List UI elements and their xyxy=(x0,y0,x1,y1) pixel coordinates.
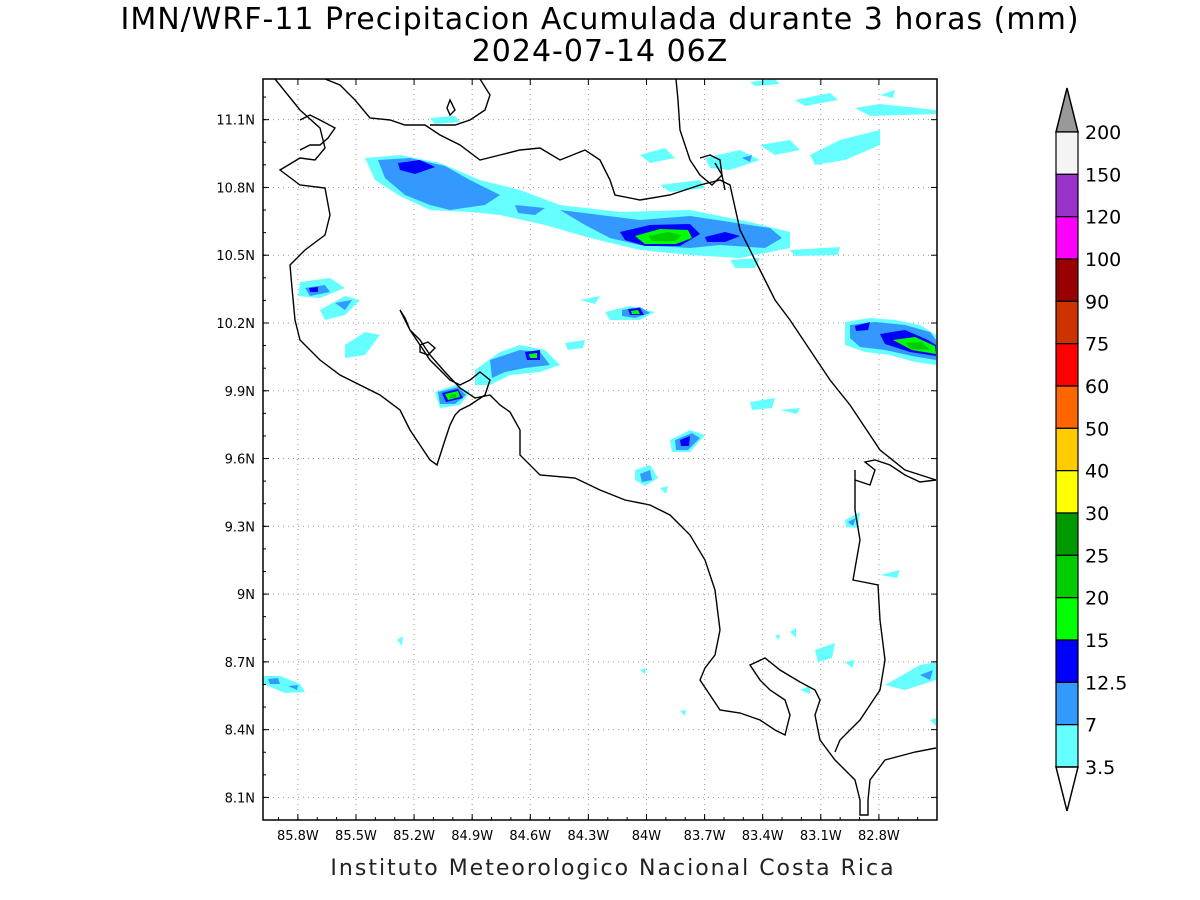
colorbar-swatch xyxy=(1055,512,1079,556)
x-tick-label: 82.8W xyxy=(858,829,900,844)
colorbar-swatch xyxy=(1055,385,1079,429)
x-tick-label: 83.4W xyxy=(742,829,784,844)
y-tick-label: 10.5N xyxy=(216,249,255,264)
colorbar-swatch xyxy=(1055,173,1079,218)
y-tick-label: 9.6N xyxy=(225,453,255,468)
x-tick-label: 84.9W xyxy=(451,829,493,844)
x-tick-label: 85.2W xyxy=(393,829,435,844)
colorbar-label: 60 xyxy=(1085,376,1109,398)
x-tick-label: 84.6W xyxy=(509,829,551,844)
map-title: IMN/WRF-11 Precipitacion Acumulada duran… xyxy=(120,2,1080,37)
colorbar-swatch xyxy=(1055,554,1079,599)
plot-frame xyxy=(262,78,938,821)
colorbar-swatch xyxy=(1055,470,1079,514)
colorbar-label: 25 xyxy=(1085,545,1109,567)
x-tick-label: 85.5W xyxy=(335,829,377,844)
colorbar-swatch xyxy=(1055,639,1079,683)
gridlines xyxy=(263,79,937,820)
colorbar-label: 12.5 xyxy=(1085,672,1127,694)
colorbar-swatch xyxy=(1055,427,1079,472)
colorbar-label: 200 xyxy=(1085,122,1121,144)
colorbar-swatch xyxy=(1055,681,1079,726)
colorbar-label: 7 xyxy=(1085,715,1097,737)
y-tick-label: 8.1N xyxy=(225,791,255,806)
y-tick-label: 8.4N xyxy=(225,724,255,739)
y-tick-label: 11.1N xyxy=(216,114,255,129)
footer-credit: Instituto Meteorologico Nacional Costa R… xyxy=(330,856,896,881)
colorbar-label: 20 xyxy=(1085,588,1109,610)
x-tick-label: 84W xyxy=(632,829,662,844)
colorbar-swatch xyxy=(1055,343,1079,387)
x-tick-label: 83.1W xyxy=(800,829,842,844)
y-tick-label: 9.9N xyxy=(225,385,255,400)
x-tick-label: 84.3W xyxy=(567,829,609,844)
colorbar-swatch xyxy=(1055,300,1079,345)
colorbar-label: 100 xyxy=(1085,249,1121,271)
x-tick-label: 85.8W xyxy=(277,829,319,844)
colorbar-top-arrow xyxy=(1055,87,1079,133)
colorbar-label: 15 xyxy=(1085,630,1109,652)
colorbar-label: 75 xyxy=(1085,334,1109,356)
precipitation-shading xyxy=(263,79,936,726)
colorbar-swatch xyxy=(1055,597,1079,641)
colorbar-label: 120 xyxy=(1085,207,1121,229)
colorbar-swatch xyxy=(1055,258,1079,302)
map-subtitle: 2024-07-14 06Z xyxy=(471,34,729,69)
y-axis: 8.1N 8.4N 8.7N 9N 9.3N 9.6N 9.9N 10.2N 10.5N 10.8… xyxy=(216,96,937,806)
colorbar-label: 50 xyxy=(1085,418,1109,440)
colorbar-label: 30 xyxy=(1085,503,1109,525)
x-axis: 85.8W 85.5W 85.2W 84.9W 84.6W 84.3W 84W 83.7W 83… xyxy=(277,79,919,844)
colorbar-swatch xyxy=(1055,131,1079,175)
y-tick-label: 10.8N xyxy=(216,181,255,196)
y-tick-label: 9N xyxy=(237,588,255,603)
colorbar-label: 40 xyxy=(1085,461,1109,483)
coastline xyxy=(274,79,937,816)
colorbar-label: 90 xyxy=(1085,291,1109,313)
x-tick-label: 83.7W xyxy=(684,829,726,844)
colorbar-bottom-arrow xyxy=(1055,766,1079,812)
colorbar-label: 3.5 xyxy=(1085,757,1115,779)
colorbar-swatch xyxy=(1055,724,1079,768)
y-tick-label: 8.7N xyxy=(225,656,255,671)
colorbar-swatch xyxy=(1055,216,1079,260)
y-tick-label: 10.2N xyxy=(216,317,255,332)
colorbar-legend: 200 150 120 100 90 75 60 50 40 30 25 20 15 12.5 7 3.5 xyxy=(1055,87,1127,812)
colorbar-label: 150 xyxy=(1085,164,1121,186)
y-tick-label: 9.3N xyxy=(225,520,255,535)
